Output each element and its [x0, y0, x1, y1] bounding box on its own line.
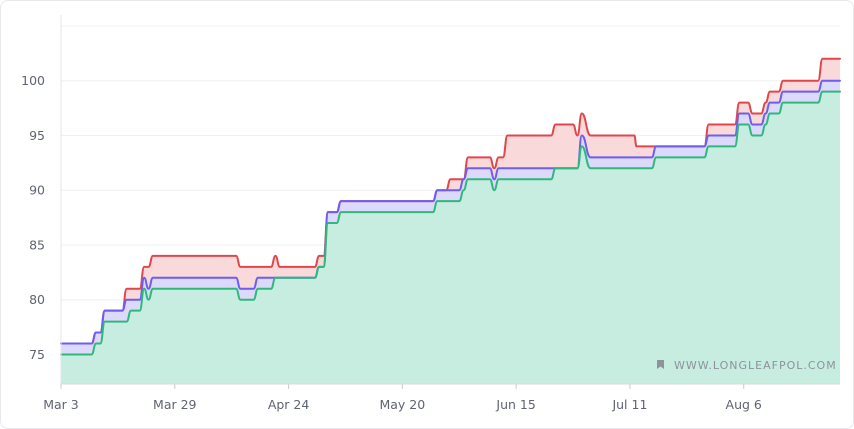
series-lines [60, 57, 841, 356]
series-line-bottom [60, 90, 841, 356]
x-tick-label: Mar 3 [43, 397, 79, 412]
x-tick-label: Aug 6 [726, 397, 762, 412]
y-tick-label: 75 [29, 347, 45, 362]
watermark-icon [657, 360, 664, 369]
series-areas [61, 58, 840, 385]
x-tick-label: May 20 [379, 397, 425, 412]
series-line-top [60, 57, 841, 345]
x-tick-label: Jul 11 [611, 397, 647, 412]
x-tick-label: Apr 24 [268, 397, 310, 412]
watermark: WWW.LONGLEAFPOL.COM [657, 359, 837, 372]
y-tick-label: 95 [29, 128, 45, 143]
y-tick-label: 85 [29, 237, 45, 252]
x-tick-label: Mar 29 [153, 397, 197, 412]
y-tick-label: 80 [29, 292, 45, 307]
watermark-text: WWW.LONGLEAFPOL.COM [674, 359, 837, 372]
series-line-mid [60, 79, 841, 345]
y-tick-label: 90 [29, 183, 45, 198]
y-tick-label: 100 [21, 73, 45, 88]
series-area-bottom [61, 91, 840, 385]
axes: 75 80 85 90 95 100 Mar 3 Mar 29 Apr 24 May 20 Jun … [21, 15, 840, 412]
x-tick-label: Jun 15 [495, 397, 535, 412]
